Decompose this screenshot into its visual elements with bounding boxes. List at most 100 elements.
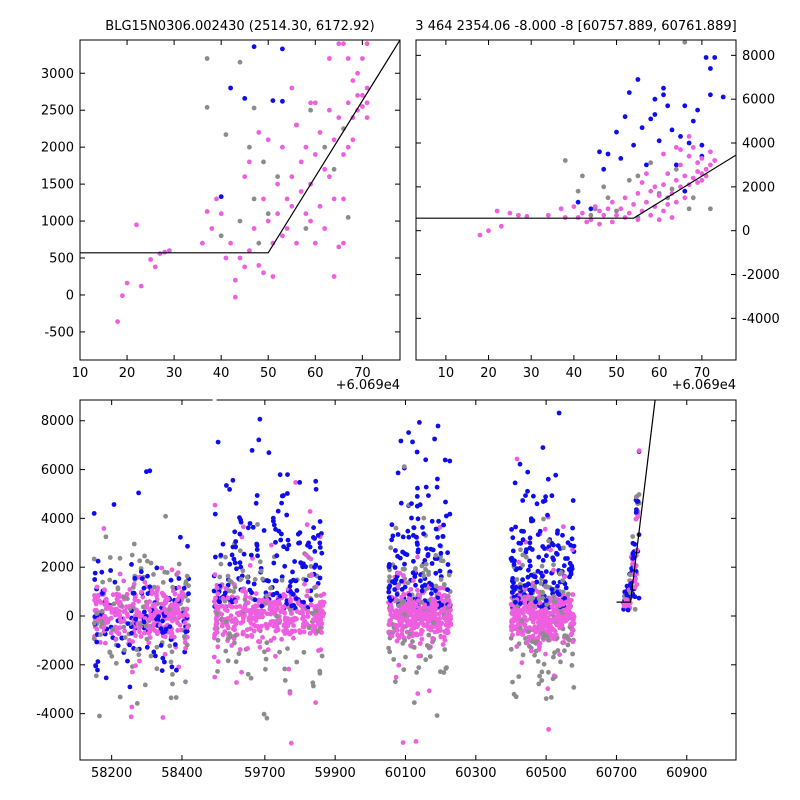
p3-point — [561, 524, 566, 530]
p3-point — [264, 640, 270, 646]
p3-point — [147, 584, 153, 590]
p3-xtick-label: 58400 — [161, 766, 202, 781]
p3-point — [563, 633, 569, 639]
p3-point — [288, 579, 294, 585]
p1-point-magenta — [280, 233, 285, 239]
p3-point — [212, 674, 218, 680]
p3-point — [512, 607, 517, 612]
p3-point — [420, 525, 425, 530]
p3-point — [314, 593, 319, 598]
p3-point — [551, 636, 557, 642]
p2-point-magenta — [661, 151, 666, 157]
p3-point — [241, 524, 246, 530]
p3-point — [184, 613, 190, 618]
p3-point — [183, 581, 189, 587]
p3-point — [424, 546, 429, 551]
p3-point — [111, 502, 117, 507]
p3-point — [137, 558, 143, 564]
p2-point-blue — [652, 96, 658, 102]
p1-point-magenta — [261, 196, 266, 202]
p1-point-gray — [251, 105, 257, 111]
p3-point — [551, 567, 556, 573]
p3-point — [289, 628, 295, 634]
p3-point — [170, 584, 176, 590]
p1-point-magenta — [322, 226, 328, 231]
p3-point — [259, 623, 264, 629]
p2-point-magenta — [618, 206, 624, 212]
p3-point — [164, 570, 170, 575]
p3-point — [92, 570, 98, 576]
p3-point — [214, 620, 219, 626]
p3-point — [232, 529, 238, 535]
p3-point — [445, 562, 451, 567]
p3-point — [446, 597, 452, 603]
p3-point — [245, 627, 250, 632]
p2-point-gray — [605, 195, 611, 201]
p1-point-magenta — [280, 144, 285, 150]
p3-point — [402, 566, 407, 572]
p3-point — [138, 622, 143, 627]
p3-point — [223, 554, 228, 560]
p3-point — [243, 590, 249, 595]
p2-point-gray — [686, 206, 692, 212]
p2-point-gray — [588, 212, 594, 218]
panel2-title: 3 464 2354.06 -8.000 -8 [60757.889, 6076… — [415, 19, 736, 34]
p3-point — [536, 647, 542, 652]
p3-point — [535, 611, 540, 616]
p3-point — [97, 598, 102, 604]
p3-point — [531, 493, 536, 499]
p3-point — [117, 555, 123, 561]
p3-point — [534, 614, 540, 620]
p3-point — [551, 599, 557, 604]
p3-point — [141, 619, 147, 625]
p3-point — [112, 579, 118, 585]
p2-point-blue — [712, 55, 718, 60]
p3-point — [436, 518, 441, 524]
p3-point — [561, 545, 566, 551]
p3-point — [264, 578, 270, 583]
p3-point — [536, 635, 541, 640]
p3-point — [93, 598, 99, 604]
p3-point — [569, 663, 575, 668]
panel1-offset-label: +6.069e4 — [336, 378, 400, 393]
p3-point — [159, 565, 165, 571]
p3-point — [525, 574, 531, 580]
p3-point — [440, 608, 446, 614]
p1-point-magenta — [327, 56, 332, 61]
p3-point — [277, 593, 283, 599]
p3-point — [441, 522, 446, 528]
p3-point — [554, 550, 559, 556]
p3-point — [415, 516, 421, 522]
p3-point — [293, 596, 299, 601]
p3-point — [541, 516, 546, 522]
p3-point — [432, 436, 437, 442]
p3-point — [181, 585, 187, 591]
p2-point-blue — [575, 199, 581, 205]
p2-ytick-label: 8000 — [742, 49, 775, 64]
p3-point — [121, 578, 127, 584]
p3-point — [304, 522, 310, 528]
p3-point — [442, 457, 448, 463]
p3-point — [184, 606, 190, 612]
p3-point — [304, 552, 309, 558]
p3-point — [214, 585, 220, 591]
p2-point-magenta — [708, 162, 713, 168]
p2-point-blue — [648, 116, 654, 122]
p3-point — [431, 620, 437, 625]
p2-point-blue — [614, 129, 619, 135]
p3-point — [433, 553, 439, 558]
p3-point — [162, 606, 168, 612]
p1-point-magenta — [251, 226, 257, 231]
p2-point-magenta — [575, 215, 581, 220]
p2-ytick-label: -4000 — [742, 312, 780, 327]
p3-xtick-label: 60700 — [596, 766, 637, 781]
p3-point — [411, 645, 417, 650]
p3-point — [438, 577, 444, 582]
p3-point — [223, 586, 229, 591]
p3-point — [147, 607, 153, 613]
p3-point — [148, 653, 154, 659]
p3-point — [436, 591, 442, 596]
p3-point — [254, 541, 260, 547]
p3-point — [543, 494, 548, 500]
p3-point — [388, 545, 394, 551]
